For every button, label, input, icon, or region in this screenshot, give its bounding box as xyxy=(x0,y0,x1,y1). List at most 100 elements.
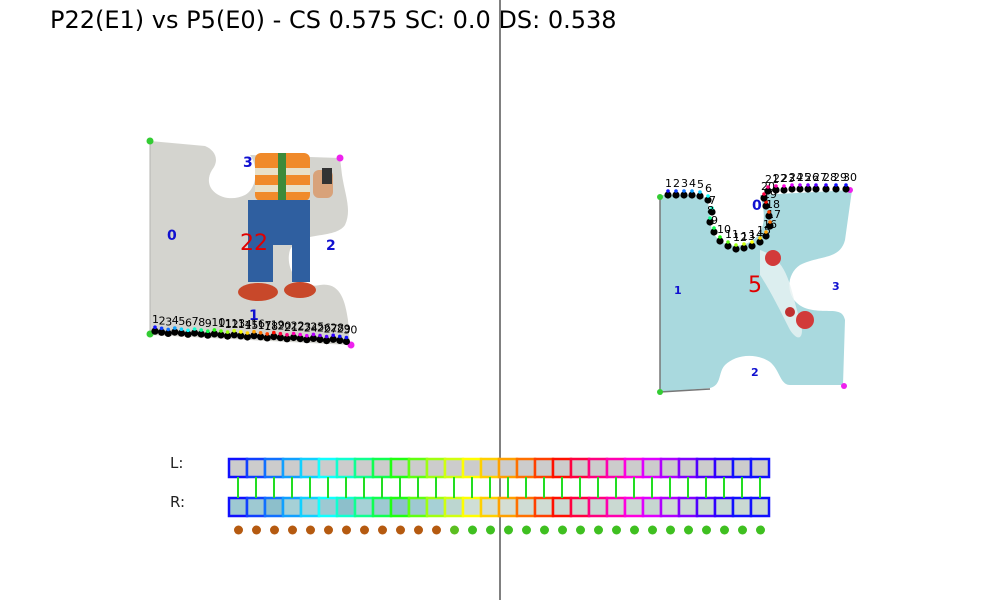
edge-sample-point xyxy=(217,331,225,339)
match-dot xyxy=(396,525,405,535)
edge-sample-point xyxy=(250,332,258,340)
edge-sample-point xyxy=(323,337,331,345)
edge-sample-point xyxy=(230,331,238,339)
edge-label-3: 3 xyxy=(243,155,253,171)
right-strip-cell xyxy=(317,496,339,518)
right-strip-cell xyxy=(749,496,771,518)
edge-sample-marker xyxy=(762,192,766,196)
match-dot xyxy=(234,525,243,535)
right-strip-cell xyxy=(425,496,447,518)
left-strip-cell xyxy=(389,457,411,479)
edge-point-label: 22 xyxy=(291,320,305,333)
edge-sample-point xyxy=(772,186,780,194)
edge-sample-point xyxy=(158,328,166,336)
left-strip-cell xyxy=(335,457,357,479)
edge-point-label: 29 xyxy=(833,171,847,184)
edge-sample-marker xyxy=(318,333,322,338)
edge-sample-point xyxy=(316,335,324,344)
edge-sample-marker xyxy=(706,194,710,198)
edge-sample-marker xyxy=(767,210,771,214)
edge-point-label: 30 xyxy=(843,171,857,184)
match-dot xyxy=(432,525,441,535)
edge-sample-marker xyxy=(824,183,828,187)
edge-sample-marker xyxy=(219,329,223,333)
edge-sample-point xyxy=(296,335,304,343)
edge-sample-marker xyxy=(272,330,276,335)
edge-sample-marker xyxy=(666,189,670,193)
match-dot xyxy=(288,525,297,535)
right-strip-cell xyxy=(371,496,393,518)
edge-sample-point xyxy=(740,244,748,252)
right-strip-cell xyxy=(587,496,609,518)
edge-sample-marker xyxy=(682,189,686,193)
match-dot xyxy=(414,525,423,535)
edge-sample-point xyxy=(706,218,714,226)
left-strip-cell xyxy=(299,457,321,479)
piece-id-label: 22 xyxy=(240,231,268,256)
match-dot xyxy=(306,525,315,535)
edge-sample-marker xyxy=(258,331,263,335)
edge-point-label: 8 xyxy=(198,316,205,329)
corner-dot xyxy=(657,389,663,395)
left-strip-cell xyxy=(245,457,267,479)
edge-sample-point xyxy=(664,191,672,199)
left-piece: 0 1 2 3 22 1 2 3 4 5 6 7 8 9 10111213141516171819… xyxy=(146,137,357,349)
left-strip-cell xyxy=(461,457,483,479)
edge-sample-marker xyxy=(324,334,329,339)
match-dot xyxy=(378,525,387,535)
edge-point-label: 5 xyxy=(178,315,185,328)
match-dot xyxy=(594,525,603,535)
edge-point-label: 19 xyxy=(271,319,285,332)
edge-sample-marker xyxy=(173,326,177,330)
edge-sample-marker xyxy=(212,328,217,332)
edge-sample-marker xyxy=(758,236,762,240)
edge-sample-point xyxy=(732,245,740,253)
right-strip-cell xyxy=(389,496,411,518)
left-strip-cell xyxy=(533,457,555,479)
left-strip-cell xyxy=(677,457,699,479)
edge-sample-marker xyxy=(232,329,236,333)
right-piece: 0 1 2 3 5 123456789101112131415161718192… xyxy=(657,171,857,395)
edge-sample-marker xyxy=(344,335,349,340)
left-strip-cell xyxy=(515,457,537,479)
edge-point-label: 2 xyxy=(673,177,680,190)
edge-sample-point xyxy=(263,334,271,342)
edge-sample-point xyxy=(832,185,840,193)
edge-sample-marker xyxy=(764,230,768,234)
edge-sample-marker xyxy=(305,333,309,338)
edge-sample-point xyxy=(276,334,284,342)
edge-point-label: 16 xyxy=(251,318,265,331)
edge-sample-point xyxy=(716,237,724,245)
right-strip-cell xyxy=(695,496,717,518)
match-dot xyxy=(468,525,477,535)
corner-dot xyxy=(146,137,154,145)
edge-sample-point xyxy=(329,335,337,343)
right-strip-cell xyxy=(551,496,573,518)
right-strip-cell xyxy=(263,496,285,518)
edge-point-label: 7 xyxy=(192,315,199,328)
match-dot xyxy=(342,525,351,535)
edge-sample-point xyxy=(197,330,205,338)
edge-sample-point xyxy=(303,336,311,344)
right-strip-cell xyxy=(407,496,429,518)
right-strip-cell xyxy=(497,496,519,518)
edge-sample-marker xyxy=(766,185,770,189)
right-strip-cell xyxy=(533,496,555,518)
edge-sample-marker xyxy=(710,206,714,210)
right-strip-cell xyxy=(461,496,483,518)
edge-sample-marker xyxy=(331,333,336,338)
edge-sample-point xyxy=(760,194,768,202)
left-strip-cell xyxy=(713,457,735,479)
right-piece-shape xyxy=(660,190,852,392)
edge-point-label: 20 xyxy=(277,320,291,333)
edge-point-label: 27 xyxy=(324,323,338,336)
edge-sample-point xyxy=(270,333,278,341)
left-edge-points: 1 2 3 4 5 6 7 8 9 1011121314151617181920212223242… xyxy=(151,313,357,346)
match-dot xyxy=(576,525,585,535)
edge-sample-point xyxy=(756,238,764,246)
edge-sample-marker xyxy=(225,330,230,334)
edge-sample-marker xyxy=(844,183,848,187)
edge-point-label: 12 xyxy=(225,318,239,331)
corner-dot xyxy=(657,194,663,200)
edge-point-label: 29 xyxy=(337,322,351,335)
